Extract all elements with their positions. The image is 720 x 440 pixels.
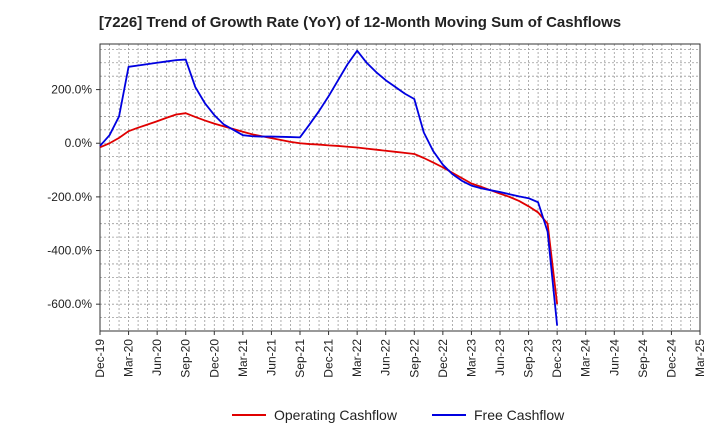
series-layer <box>99 49 559 326</box>
x-tick-label: Mar-23 <box>464 339 478 377</box>
x-tick-label: Dec-24 <box>664 339 678 378</box>
y-tick-label: -200.0% <box>47 190 92 204</box>
x-tick-label: Jun-22 <box>379 339 393 376</box>
legend: Operating Cashflow Free Cashflow <box>232 407 565 423</box>
plot-frame <box>99 43 701 332</box>
x-tick-label: Dec-20 <box>207 339 221 378</box>
axis-layer: 200.0% 0.0% -200.0% -400.0% -600.0% Dec-19 Mar… <box>47 43 707 378</box>
x-tick-label: Sep-24 <box>636 339 650 378</box>
x-tick-label: Dec-23 <box>550 339 564 378</box>
y-tick-label: 200.0% <box>51 83 92 97</box>
x-tick-label: Jun-24 <box>607 339 621 376</box>
x-tick-label: Jun-20 <box>150 339 164 376</box>
legend-label: Operating Cashflow <box>274 407 398 423</box>
x-tick-label: Sep-20 <box>179 339 193 378</box>
x-tick-label: Jun-21 <box>264 339 278 376</box>
x-tick-label: Mar-20 <box>122 339 136 377</box>
plot-area <box>100 44 700 331</box>
x-tick-label: Jun-23 <box>493 339 507 376</box>
grid-layer <box>100 44 700 331</box>
series-line-operating-cashflow <box>99 112 559 305</box>
x-tick-label: Mar-21 <box>236 339 250 377</box>
x-tick-label: Dec-21 <box>322 339 336 378</box>
x-tick-label: Sep-23 <box>522 339 536 378</box>
y-tick-label: 0.0% <box>65 136 93 150</box>
legend-label: Free Cashflow <box>474 407 565 423</box>
x-tick-label: Sep-21 <box>293 339 307 378</box>
series-line-free-cashflow <box>99 49 559 326</box>
chart-title: [7226] Trend of Growth Rate (YoY) of 12-… <box>98 14 622 31</box>
y-tick-label: -600.0% <box>47 297 92 311</box>
x-tick-label: Sep-22 <box>407 339 421 378</box>
x-tick-label: Mar-22 <box>350 339 364 377</box>
y-tick-label: -400.0% <box>47 244 92 258</box>
x-tick-label: Dec-19 <box>93 339 107 378</box>
x-tick-label: Mar-25 <box>693 339 707 377</box>
x-tick-label: Mar-24 <box>579 339 593 377</box>
x-tick-label: Dec-22 <box>436 339 450 378</box>
